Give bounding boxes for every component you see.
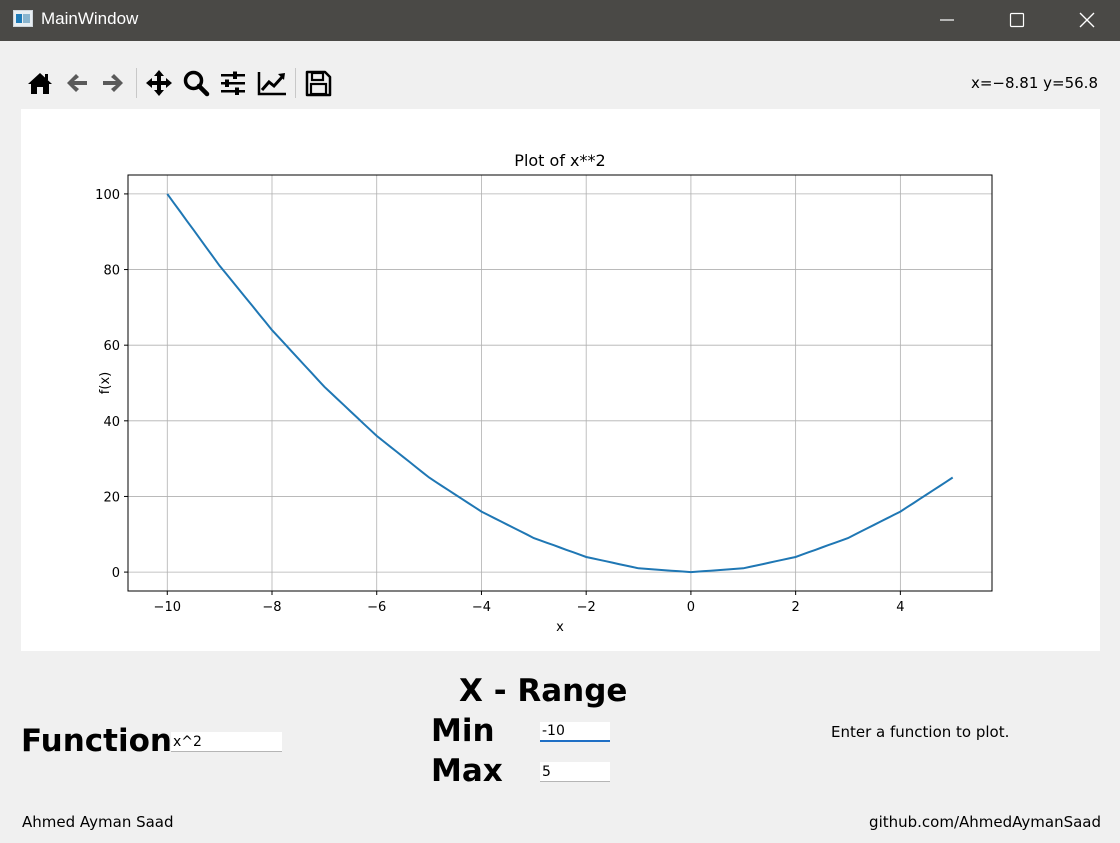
maximize-button[interactable] [982,0,1052,41]
x-tick-label: 0 [687,600,695,615]
window-titlebar: MainWindow [0,0,1120,41]
x-tick-label: −4 [472,600,491,615]
zoom-button[interactable] [179,66,213,100]
pan-move-icon [146,70,172,96]
min-input[interactable] [540,722,610,742]
close-button[interactable] [1052,0,1120,41]
home-button[interactable] [23,66,57,100]
back-arrow-icon [67,74,87,92]
max-input[interactable] [540,762,610,782]
configure-subplots-icon [221,71,245,95]
save-button[interactable] [301,66,335,100]
x-tick-label: −10 [154,600,181,615]
y-tick-label: 60 [103,339,120,354]
zoom-magnifier-icon [183,70,210,97]
axes-frame [127,174,993,592]
status-hint: Enter a function to plot. [831,723,1010,741]
author-label: Ahmed Ayman Saad [22,813,174,831]
maximize-icon [1009,12,1025,28]
x-tick-label: −6 [367,600,386,615]
series-line [166,193,954,574]
toolbar-separator [295,68,296,98]
window-title: MainWindow [41,9,139,28]
x-axis-label: x [556,620,564,635]
x-tick-label: 4 [896,600,904,615]
forward-button[interactable] [96,66,130,100]
edit-axes-button[interactable] [254,66,288,100]
save-floppy-icon [305,70,332,97]
minimize-button[interactable] [912,0,982,41]
x-tick-label: 2 [791,600,799,615]
function-input[interactable] [171,732,282,752]
y-tick-label: 0 [112,566,120,581]
close-icon [1079,12,1095,28]
max-label: Max [431,753,503,789]
x-tick-label: −8 [262,600,281,615]
back-button[interactable] [60,66,94,100]
toolbar-separator [136,68,137,98]
forward-arrow-icon [103,74,123,92]
x-tick-label: −2 [577,600,596,615]
repo-link[interactable]: github.com/AhmedAymanSaad [869,813,1101,831]
y-tick-label: 100 [95,188,120,203]
function-label: Function [21,723,172,759]
min-label: Min [431,713,495,749]
y-axis-label: f(x) [98,372,113,394]
edit-axes-icon [257,72,286,96]
y-tick-label: 80 [103,264,120,279]
y-tick-label: 40 [103,415,120,430]
y-tick-label: 20 [103,490,120,505]
minimize-icon [940,19,954,21]
plot-canvas[interactable]: −10 −8 −6 −4 −2 0 2 4 0 20 40 60 80 100 Plot of x**2 x f… [21,109,1100,651]
cursor-coordinates: x=−8.81 y=56.8 [970,74,1098,92]
navigation-toolbar [22,62,1102,104]
x-range-title: X - Range [459,673,628,709]
pan-button[interactable] [142,66,176,100]
app-icon [13,10,33,27]
configure-subplots-button[interactable] [216,66,250,100]
chart-title: Plot of x**2 [514,151,605,170]
home-icon [28,73,52,94]
